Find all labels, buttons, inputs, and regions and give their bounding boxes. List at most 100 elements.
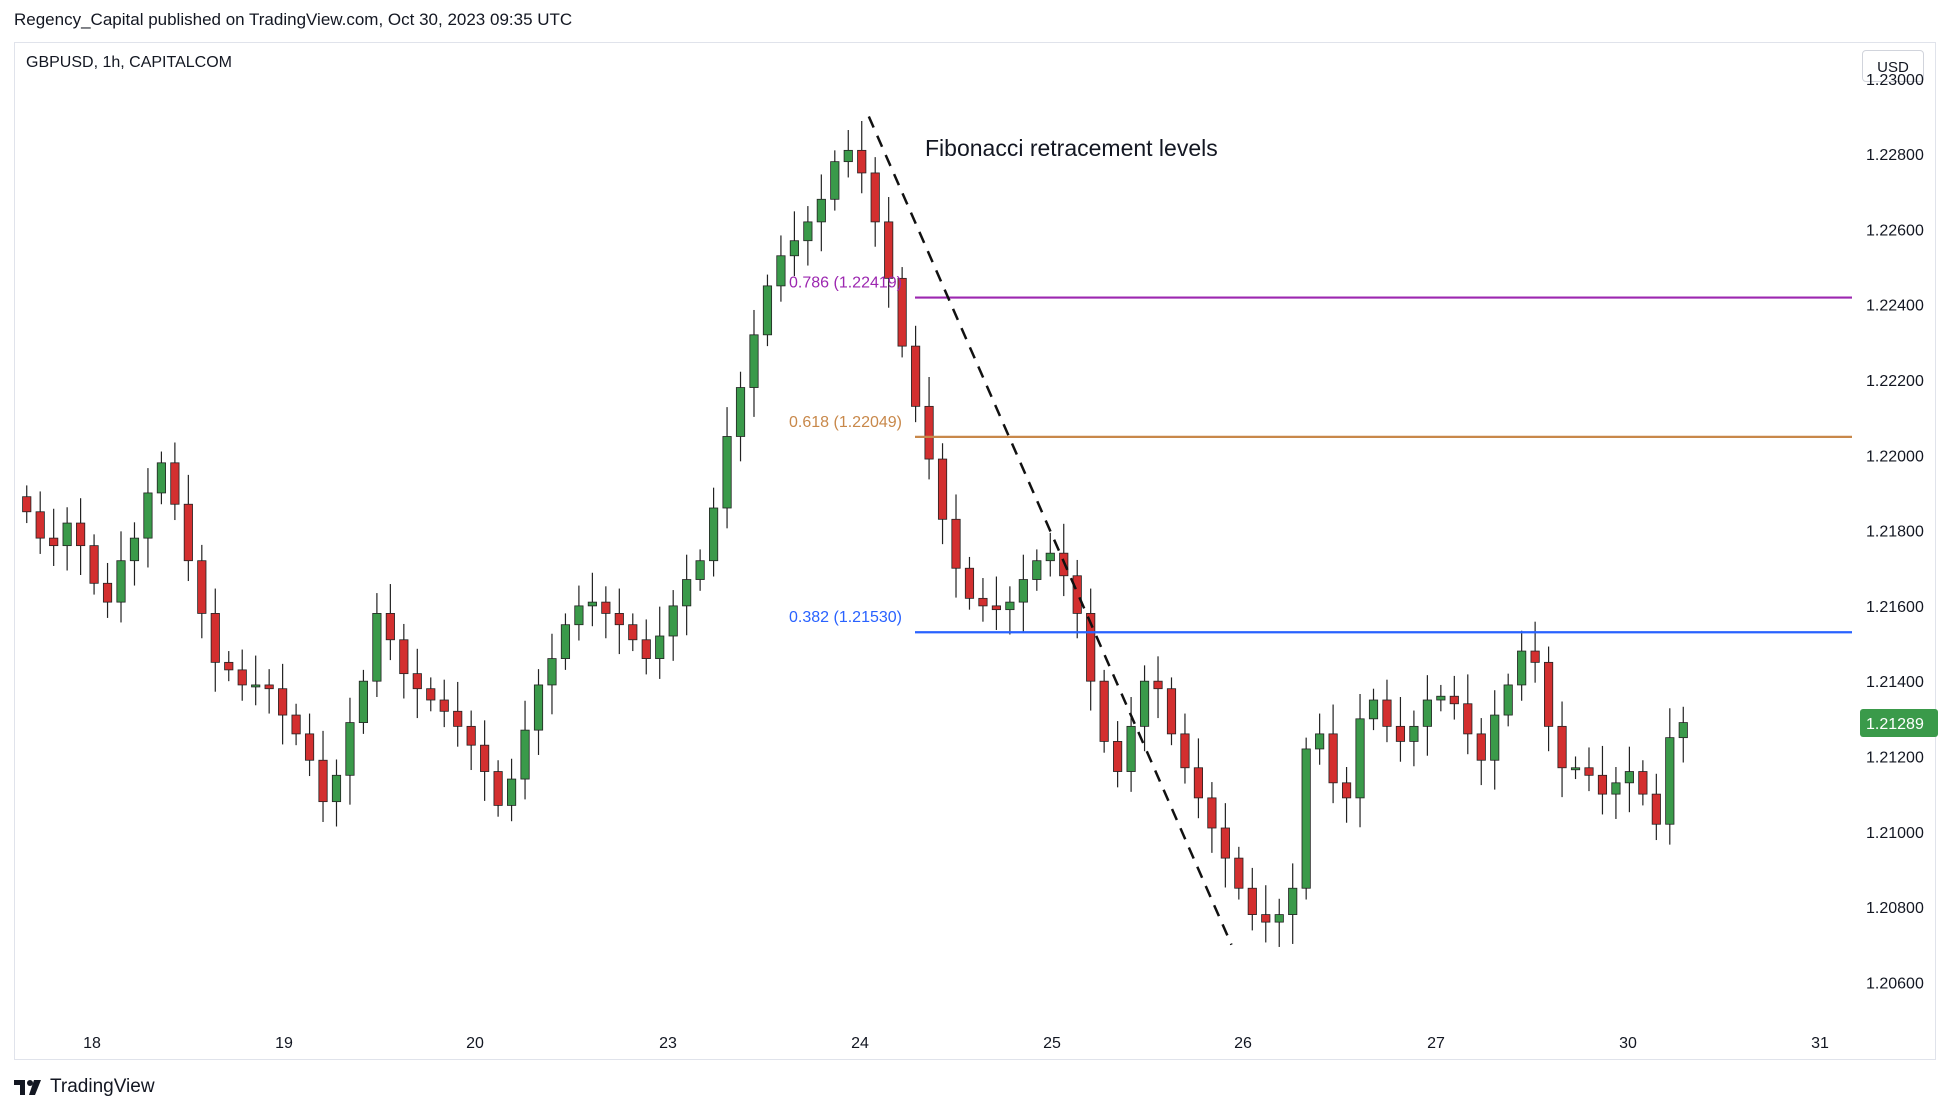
candle-body [533, 684, 544, 731]
candle [722, 407, 732, 529]
price-tick-label: 1.22400 [1866, 298, 1924, 315]
candle [1099, 669, 1109, 753]
candle [1301, 737, 1311, 900]
candle-body [1032, 560, 1042, 580]
fib-level-label: 0.382 (1.21530) [789, 609, 902, 626]
candle [1045, 532, 1055, 577]
candle [1166, 677, 1177, 746]
candle [547, 633, 557, 715]
time-tick-label: 26 [1234, 1035, 1252, 1052]
candle-body [89, 545, 99, 584]
candle [62, 507, 72, 571]
symbol-label: GBPUSD, 1h, CAPITALCOM [26, 54, 232, 71]
candle-body [143, 492, 153, 539]
candle [304, 713, 315, 777]
candle-body [35, 511, 45, 539]
price-tick-label: 1.22000 [1866, 448, 1924, 465]
candle-body [1517, 650, 1527, 686]
candle-body [1409, 725, 1419, 742]
candle [1597, 745, 1608, 815]
time-tick-label: 27 [1427, 1035, 1445, 1052]
candle-body [412, 673, 422, 690]
candle [1315, 713, 1325, 765]
candle-body [331, 774, 342, 803]
candle [641, 619, 651, 675]
candle [560, 613, 571, 670]
candle [264, 669, 274, 714]
candle-body [1665, 737, 1675, 825]
candle [709, 487, 719, 577]
candle-body [237, 669, 247, 686]
candle-body [1570, 767, 1581, 771]
candle-body [668, 605, 678, 637]
time-tick-label: 25 [1043, 1035, 1061, 1052]
candle-body [560, 624, 571, 659]
candle [1651, 773, 1661, 841]
candle [1341, 767, 1352, 823]
trend-line-layer: Fibonacci retracement levels [867, 115, 1233, 946]
candle [1463, 674, 1473, 755]
candle [628, 613, 638, 652]
candle-body [1261, 914, 1271, 923]
candle-body [1220, 827, 1230, 859]
candle-body [1544, 661, 1554, 727]
candle [1557, 701, 1567, 798]
candle [1544, 646, 1554, 752]
candle [426, 677, 436, 712]
candle-body [1530, 650, 1540, 663]
candle [1220, 803, 1230, 888]
candle [924, 376, 934, 480]
candle [1638, 760, 1648, 806]
fib-level-label: 0.786 (1.22419) [789, 275, 902, 292]
candle [372, 593, 382, 697]
candle [520, 700, 530, 800]
candle-body [1422, 699, 1432, 727]
candle [1422, 675, 1432, 756]
candle [1678, 706, 1688, 763]
candle [278, 663, 288, 745]
candle-body [385, 613, 395, 641]
candle-body [304, 733, 315, 761]
candle-body [1005, 601, 1015, 611]
candle [143, 468, 153, 568]
candle-body [991, 605, 1001, 611]
candle-body [480, 744, 490, 772]
candle [116, 531, 126, 623]
candle-body [345, 722, 355, 776]
candle [1395, 696, 1406, 762]
candle-body [1611, 782, 1621, 795]
candle-body [1274, 914, 1284, 923]
footer-logo: TradingView [14, 1076, 155, 1098]
candle [1261, 885, 1271, 943]
candle [1234, 846, 1244, 900]
candle-body [735, 387, 746, 437]
candle-body [937, 458, 948, 520]
candle [210, 588, 220, 692]
candle [937, 443, 948, 545]
candle [533, 669, 544, 755]
candle-body [358, 680, 369, 723]
candle-body [978, 597, 988, 607]
candles-layer [22, 120, 1688, 947]
candle-body [1382, 699, 1392, 727]
candle [803, 206, 813, 266]
candle-body [1099, 680, 1109, 742]
candle-body [1328, 733, 1338, 784]
time-tick-label: 30 [1619, 1035, 1637, 1052]
candle-body [843, 149, 853, 163]
price-axis: 1.23000 1.22800 1.22600 1.22400 1.22200 1.220… [1860, 72, 1938, 992]
candle [453, 681, 463, 747]
candle [1490, 690, 1500, 790]
candle [22, 485, 32, 524]
candle-body [574, 605, 584, 626]
candle [480, 720, 490, 801]
candle [897, 267, 907, 358]
time-tick-label: 18 [83, 1035, 101, 1052]
time-tick-label: 24 [851, 1035, 869, 1052]
candle [89, 534, 99, 595]
candle-body [116, 560, 126, 603]
candle [614, 588, 624, 655]
candle-body [1584, 767, 1594, 776]
currency-button[interactable]: USD [1862, 50, 1924, 82]
